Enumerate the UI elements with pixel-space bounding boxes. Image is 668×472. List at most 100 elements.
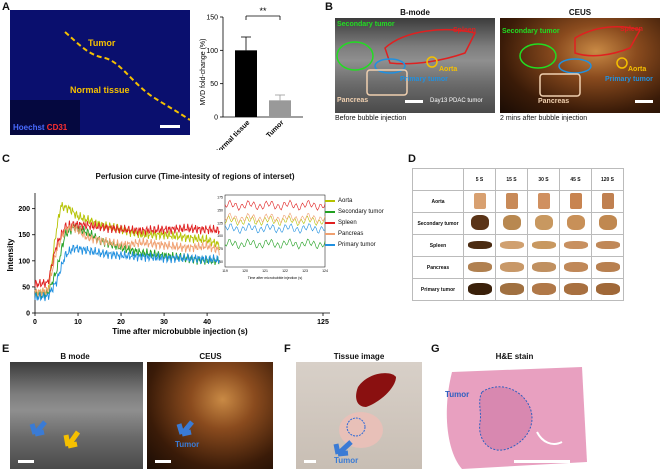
- panel-e-bmode-image: [10, 362, 143, 469]
- bar-ytick-label: 150: [206, 15, 218, 22]
- legend-item: Primary tumor: [325, 242, 384, 248]
- inset-xtick: 124: [322, 269, 328, 273]
- bar-xlabel: Tumor: [265, 119, 285, 139]
- inset-xlabel: Time after microbubble injection (s): [248, 276, 303, 280]
- inset-line-pancreas: [224, 212, 326, 224]
- perfusion-xticks: 0 10 20 30 40 125: [33, 313, 329, 326]
- inset-xtick: 122: [282, 269, 288, 273]
- row-header: Pancreas: [412, 256, 464, 279]
- ceus-primary-label: Primary tumor: [605, 76, 653, 83]
- scale-bar: [160, 125, 180, 128]
- perf-ytick-label: 0: [26, 311, 30, 318]
- hoechst-label: Hoechst: [13, 123, 45, 132]
- perf-xtick-label: 0: [33, 319, 37, 326]
- inset-line-primary-tumor: [224, 222, 326, 235]
- row-header: Secondary tumor: [412, 212, 464, 235]
- bmode-spleen-label: Spleen: [453, 27, 476, 34]
- panel-d-label: D: [408, 153, 416, 165]
- perfusion-title: Perfusion curve (Time-intesity of region…: [95, 172, 295, 181]
- inset-xtick: 121: [262, 269, 268, 273]
- inset-xtick: 123: [302, 269, 308, 273]
- cd31-label: CD31: [46, 123, 68, 132]
- panel-b-label: B: [325, 1, 333, 13]
- bar-ytick-label: 100: [206, 48, 218, 55]
- legend-item: Secondary tumor: [325, 209, 384, 215]
- panel-a-label: A: [2, 1, 10, 13]
- col-header: 45 S: [559, 168, 592, 191]
- table-row: Primary tumor: [412, 278, 624, 301]
- inset-ytick: 100: [217, 234, 223, 238]
- perf-ytick-label: 100: [18, 258, 30, 265]
- panel-f-tumor-label: Tumor: [334, 456, 359, 465]
- inset-ytick: 125: [217, 221, 223, 225]
- fluorescence-image: Tumor Normal tissue Hoechst CD31: [10, 10, 190, 135]
- table-row: Secondary tumor: [412, 212, 624, 235]
- inset-ytick: 150: [217, 208, 223, 212]
- bar-0: [235, 50, 257, 118]
- legend-label: Pancreas: [338, 231, 364, 237]
- panel-f-title: Tissue image: [333, 352, 385, 361]
- inset-line-secondary-tumor: [224, 238, 326, 250]
- col-header: 5 S: [463, 168, 496, 191]
- col-header: 120 S: [591, 168, 624, 191]
- panel-e-label: E: [2, 343, 10, 355]
- perfusion-yticks: 0 50 100 150 200: [18, 206, 35, 318]
- legend-items: Aorta Secondary tumor Spleen Pancreas Primar…: [325, 198, 384, 248]
- col-header: 30 S: [527, 168, 560, 191]
- perfusion-chart: Intensity 0 50 100 150 200 0 10 20 30 40 125 Time…: [6, 193, 330, 336]
- bmode-scale-bar: [405, 100, 423, 103]
- perfusion-lines: [34, 202, 220, 302]
- legend-label: Spleen: [338, 220, 357, 226]
- bmode-primary-label: Primary tumor: [400, 76, 448, 83]
- perf-xtick-label: 20: [117, 319, 125, 326]
- perf-ytick-label: 200: [18, 206, 30, 213]
- table-header-row: 5 S 15 S 30 S 45 S 120 S: [412, 168, 624, 191]
- normal-tissue-label: Normal tissue: [70, 85, 130, 95]
- legend-swatch: [325, 222, 335, 224]
- ceus-aorta-label: Aorta: [628, 66, 647, 73]
- ceus-caption: 2 mins after bubble injection: [500, 115, 588, 122]
- bar-marks: [235, 36, 291, 118]
- legend-item: Pancreas: [325, 231, 384, 237]
- bmode-caption: Before bubble injection: [335, 115, 407, 122]
- perf-xtick-label: 30: [160, 319, 168, 326]
- ceus-secondary-label: Secondary tumor: [502, 28, 560, 35]
- perf-xtick-label: 40: [203, 319, 211, 326]
- ceus-image: Secondary tumor Spleen Aorta Primary tum…: [500, 18, 660, 113]
- he-stain-image: Tumor: [442, 362, 587, 469]
- bar-xlabels: Normal tissue Tumor: [214, 119, 286, 150]
- row-header: Primary tumor: [412, 278, 464, 301]
- inset-lines: [224, 199, 326, 250]
- legend-label: Aorta: [338, 198, 353, 204]
- inset-line-spleen: [224, 199, 326, 211]
- panel-e-bmode-scale: [18, 460, 34, 463]
- bar-ytick-label: 50: [210, 81, 218, 88]
- bar-xlabel: Normal tissue: [214, 119, 252, 150]
- panel-g-label: G: [431, 343, 440, 355]
- table-row: Aorta: [412, 190, 624, 213]
- inset-ytick: 175: [217, 196, 223, 200]
- panel-f-scale: [304, 460, 316, 463]
- bmode-pancreas-label: Pancreas: [337, 97, 369, 104]
- table-corner: [412, 168, 464, 191]
- bar-yticks: 0 50 100 150: [206, 15, 223, 122]
- panel-e-tumor-label: Tumor: [175, 440, 200, 449]
- panel-e-ceus-image: Tumor: [147, 362, 273, 469]
- timepoint-table: 5 S 15 S 30 S 45 S 120 S Aorta Secondary…: [412, 168, 624, 301]
- perf-line-pancreas: [34, 223, 220, 297]
- inset-ytick: 75: [219, 247, 223, 251]
- col-header: 15 S: [495, 168, 528, 191]
- legend-label: Primary tumor: [338, 242, 376, 248]
- perf-line-primary-tumor: [34, 244, 220, 302]
- legend-item: Spleen: [325, 220, 384, 226]
- panel-g-title: H&E stain: [495, 352, 534, 361]
- perf-ytick-label: 50: [22, 284, 30, 291]
- panel-c-label: C: [2, 153, 10, 165]
- legend-swatch: [325, 244, 335, 246]
- panel-e-ceus-scale: [155, 460, 171, 463]
- mvd-bar-chart: MVD fold-change (%) 0 50 100 150 Normal tis…: [200, 6, 303, 150]
- inset-xtick: 119: [222, 269, 228, 273]
- ceus-title: CEUS: [568, 8, 592, 17]
- table-row: Spleen: [412, 234, 624, 257]
- significance-mark: **: [259, 6, 267, 16]
